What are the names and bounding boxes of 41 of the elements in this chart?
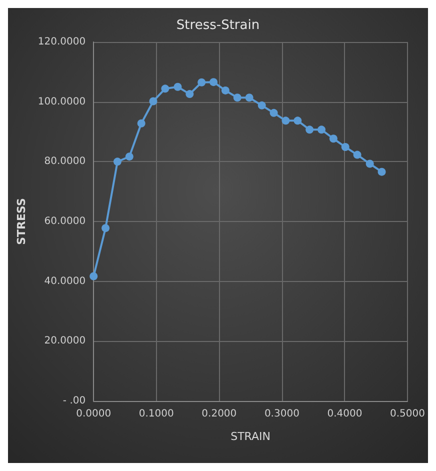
point (353, 150, 362, 159)
x-tick-label: 0.4000 (327, 408, 362, 420)
point (270, 108, 278, 117)
y-tick-label: 100.0000 (38, 96, 86, 108)
point (306, 126, 314, 134)
point (245, 94, 254, 102)
point (378, 168, 386, 176)
point (282, 116, 290, 125)
point (174, 82, 182, 91)
point (102, 224, 110, 232)
point (125, 152, 134, 161)
x-tick-label: 0.1000 (138, 408, 174, 420)
point (198, 78, 206, 86)
point (161, 84, 170, 93)
point (90, 272, 98, 280)
point (221, 86, 230, 94)
point (341, 143, 350, 152)
x-tick-label: 0.2000 (202, 408, 237, 420)
y-tick-label: 60.0000 (44, 216, 86, 227)
point (233, 94, 242, 102)
y-tick-label: - .00 (62, 396, 86, 406)
y-tick-label: 120.0000 (38, 36, 86, 48)
y-tick-label: 40.0000 (44, 276, 86, 287)
y-tick-label: 80.0000 (44, 156, 86, 168)
y-axis-title: STRESS (15, 198, 28, 245)
point (186, 90, 194, 98)
point (366, 160, 374, 168)
point (294, 116, 302, 125)
point (258, 101, 266, 110)
point (318, 126, 326, 134)
point (137, 119, 146, 128)
point (113, 158, 122, 166)
x-tick-label: 0.3000 (264, 408, 300, 420)
chart-title: Stress-Strain (176, 18, 260, 33)
y-tick-label: 20.0000 (44, 336, 86, 347)
point (149, 97, 158, 106)
x-tick-label: 0.0000 (76, 408, 112, 420)
point (329, 134, 338, 143)
x-tick-label: 0.5000 (390, 408, 426, 420)
x-axis-title: STRAIN (230, 430, 271, 443)
point (210, 78, 218, 86)
